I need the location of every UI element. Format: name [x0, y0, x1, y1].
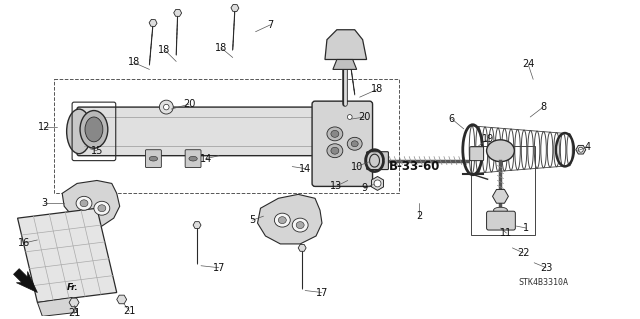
Text: 16: 16: [19, 238, 31, 248]
Text: 19: 19: [483, 134, 495, 144]
Polygon shape: [371, 176, 383, 190]
Text: 20: 20: [183, 99, 195, 109]
Ellipse shape: [76, 196, 92, 210]
Polygon shape: [149, 19, 157, 26]
FancyBboxPatch shape: [470, 147, 484, 161]
Text: 10: 10: [351, 162, 363, 172]
Text: 13: 13: [330, 182, 342, 191]
Text: 2: 2: [416, 211, 422, 221]
Text: 5: 5: [250, 215, 256, 225]
Text: 21: 21: [124, 306, 136, 316]
Text: 18: 18: [127, 57, 140, 68]
Ellipse shape: [327, 127, 343, 141]
Text: 22: 22: [517, 248, 529, 258]
Text: STK4B3310A: STK4B3310A: [518, 278, 568, 287]
Text: 15: 15: [91, 146, 103, 156]
Circle shape: [374, 180, 381, 187]
Polygon shape: [325, 30, 367, 60]
Text: 4: 4: [585, 142, 591, 152]
Polygon shape: [13, 269, 37, 293]
Text: 18: 18: [214, 43, 227, 53]
Circle shape: [344, 111, 356, 123]
FancyBboxPatch shape: [312, 101, 372, 186]
Text: 17: 17: [316, 287, 328, 298]
Text: B-33-60: B-33-60: [388, 160, 440, 173]
Polygon shape: [62, 181, 120, 226]
Ellipse shape: [348, 137, 362, 150]
Text: 20: 20: [358, 112, 371, 122]
Polygon shape: [173, 10, 182, 16]
Text: 14: 14: [299, 164, 311, 174]
Text: 12: 12: [38, 122, 51, 132]
Ellipse shape: [493, 207, 508, 213]
Ellipse shape: [486, 140, 515, 162]
FancyBboxPatch shape: [145, 150, 161, 167]
Ellipse shape: [331, 147, 339, 154]
FancyBboxPatch shape: [77, 107, 362, 156]
Text: 8: 8: [540, 102, 546, 112]
Polygon shape: [298, 244, 306, 251]
FancyBboxPatch shape: [185, 150, 201, 167]
Polygon shape: [37, 298, 77, 316]
Polygon shape: [346, 53, 353, 61]
Text: 11: 11: [500, 228, 513, 238]
Ellipse shape: [292, 218, 308, 232]
Polygon shape: [576, 145, 586, 154]
Polygon shape: [333, 60, 356, 70]
FancyBboxPatch shape: [486, 211, 515, 230]
Text: 18: 18: [158, 45, 170, 55]
Ellipse shape: [80, 111, 108, 148]
FancyBboxPatch shape: [367, 152, 388, 170]
Text: 1: 1: [523, 223, 529, 233]
Ellipse shape: [278, 217, 286, 224]
Polygon shape: [231, 4, 239, 11]
Ellipse shape: [94, 201, 110, 215]
Ellipse shape: [331, 130, 339, 137]
Circle shape: [579, 147, 583, 152]
Polygon shape: [493, 189, 508, 203]
Text: 3: 3: [42, 198, 47, 208]
Circle shape: [159, 100, 173, 114]
Ellipse shape: [275, 213, 291, 227]
Ellipse shape: [327, 144, 343, 158]
Text: 6: 6: [449, 114, 455, 124]
Circle shape: [348, 115, 352, 119]
Text: 18: 18: [371, 84, 383, 94]
Text: 23: 23: [540, 263, 552, 273]
Ellipse shape: [149, 156, 157, 161]
Polygon shape: [17, 208, 116, 302]
Ellipse shape: [296, 222, 304, 228]
Ellipse shape: [67, 109, 92, 154]
Ellipse shape: [351, 141, 358, 147]
Ellipse shape: [85, 117, 103, 142]
Text: 14: 14: [200, 154, 212, 164]
Ellipse shape: [98, 205, 106, 212]
Text: 7: 7: [268, 20, 273, 30]
Polygon shape: [193, 222, 201, 228]
Polygon shape: [257, 194, 322, 244]
Text: Fr.: Fr.: [67, 283, 79, 292]
Circle shape: [164, 104, 169, 110]
Text: 21: 21: [68, 308, 80, 318]
Polygon shape: [69, 298, 79, 307]
Text: 17: 17: [212, 263, 225, 273]
Ellipse shape: [189, 156, 197, 161]
Polygon shape: [116, 295, 127, 304]
Text: 24: 24: [522, 59, 534, 70]
Text: 9: 9: [362, 183, 368, 193]
Ellipse shape: [80, 200, 88, 207]
